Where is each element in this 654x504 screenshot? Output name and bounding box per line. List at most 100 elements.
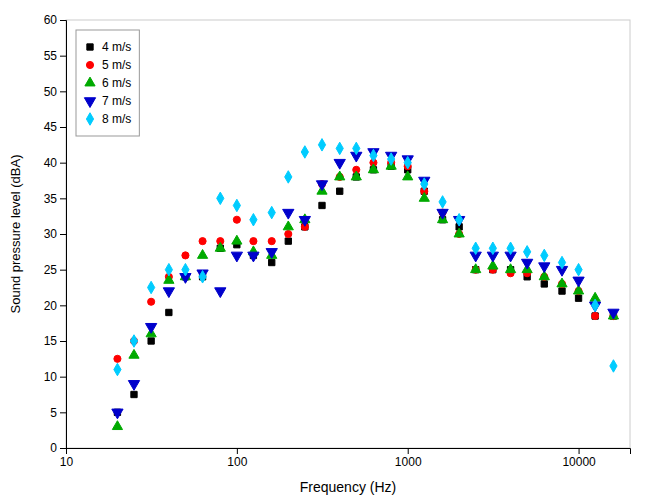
point [114, 355, 121, 362]
point [148, 281, 155, 293]
point [199, 238, 206, 245]
legend-marker [84, 98, 95, 108]
point [592, 299, 599, 311]
legend-box [76, 30, 139, 136]
point [351, 171, 361, 180]
y-tick-mark [60, 341, 66, 342]
x-tick-mark [237, 448, 238, 454]
y-tick-mark [60, 234, 66, 235]
point [285, 230, 292, 237]
x-tick-label: 10000 [562, 455, 596, 469]
point [388, 153, 395, 165]
point [575, 295, 581, 301]
y-tick: 50 [44, 85, 66, 99]
point [233, 216, 240, 223]
y-tick-label: 45 [44, 120, 58, 134]
point [232, 235, 242, 244]
legend-label: 8 m/s [102, 112, 131, 126]
x-tick: 1000 [395, 448, 422, 469]
point [558, 256, 565, 268]
y-tick-label: 15 [44, 334, 58, 348]
point [215, 242, 225, 251]
point [250, 213, 257, 225]
y-tick: 30 [44, 227, 66, 241]
point [129, 349, 139, 358]
x-axis-title: Frequency (Hz) [300, 479, 396, 495]
point [316, 181, 327, 191]
point [217, 192, 224, 204]
point [215, 288, 226, 298]
y-tick-label: 5 [50, 406, 57, 420]
x-axis-line [67, 449, 631, 455]
point [505, 264, 515, 273]
point [182, 263, 189, 275]
point [146, 323, 157, 333]
point [268, 238, 275, 245]
point [335, 171, 345, 180]
legend-label: 6 m/s [102, 76, 131, 90]
legend-marker [85, 77, 95, 86]
point [112, 421, 122, 430]
point [404, 156, 411, 168]
x-axis: 10100100010000 [60, 448, 631, 469]
point [608, 309, 619, 319]
y-tick-label: 40 [44, 156, 58, 170]
y-tick-label: 50 [44, 85, 58, 99]
y-tick-label: 35 [44, 192, 58, 206]
point [471, 264, 481, 273]
point [489, 242, 496, 254]
point [267, 250, 277, 259]
x-tick-mark [579, 448, 580, 454]
y-tick: 25 [44, 263, 66, 277]
point [456, 213, 463, 225]
point [266, 249, 277, 259]
series [114, 163, 616, 415]
y-tick: 5 [50, 406, 66, 420]
point [507, 242, 514, 254]
points [112, 139, 619, 430]
x-tick: 100 [227, 448, 247, 469]
legend-marker [86, 61, 93, 68]
point [268, 206, 275, 218]
point [148, 338, 154, 344]
point [541, 281, 547, 287]
point [248, 252, 259, 262]
point [353, 142, 360, 154]
y-tick-mark [60, 305, 66, 306]
point [165, 263, 172, 275]
y-tick-mark [60, 377, 66, 378]
y-tick-label: 30 [44, 227, 58, 241]
x-tick-label: 100 [227, 455, 247, 469]
y-tick-label: 0 [50, 441, 57, 455]
point [130, 335, 137, 347]
y-tick: 15 [44, 334, 66, 348]
series [114, 139, 617, 376]
point [472, 242, 479, 254]
point [285, 171, 292, 183]
y-axis: 051015202530354045505560 [44, 13, 67, 455]
point [454, 228, 464, 237]
point [250, 238, 257, 245]
point [131, 391, 137, 397]
legend-label: 5 m/s [102, 58, 131, 72]
y-tick-label: 25 [44, 263, 58, 277]
point [575, 263, 582, 275]
point [610, 360, 617, 372]
point [437, 209, 448, 219]
point [166, 309, 172, 315]
y-tick-label: 55 [44, 49, 58, 63]
point [368, 164, 378, 173]
y-tick-mark [60, 270, 66, 271]
x-tick-mark [408, 448, 409, 454]
point [334, 159, 345, 169]
y-tick-mark [60, 56, 66, 57]
point [608, 310, 618, 319]
point [421, 178, 428, 190]
point [403, 171, 413, 180]
x-tick: 10000 [562, 448, 596, 469]
point [299, 216, 310, 226]
point [318, 139, 325, 151]
series [112, 160, 618, 429]
point [283, 209, 294, 219]
point [592, 313, 598, 319]
